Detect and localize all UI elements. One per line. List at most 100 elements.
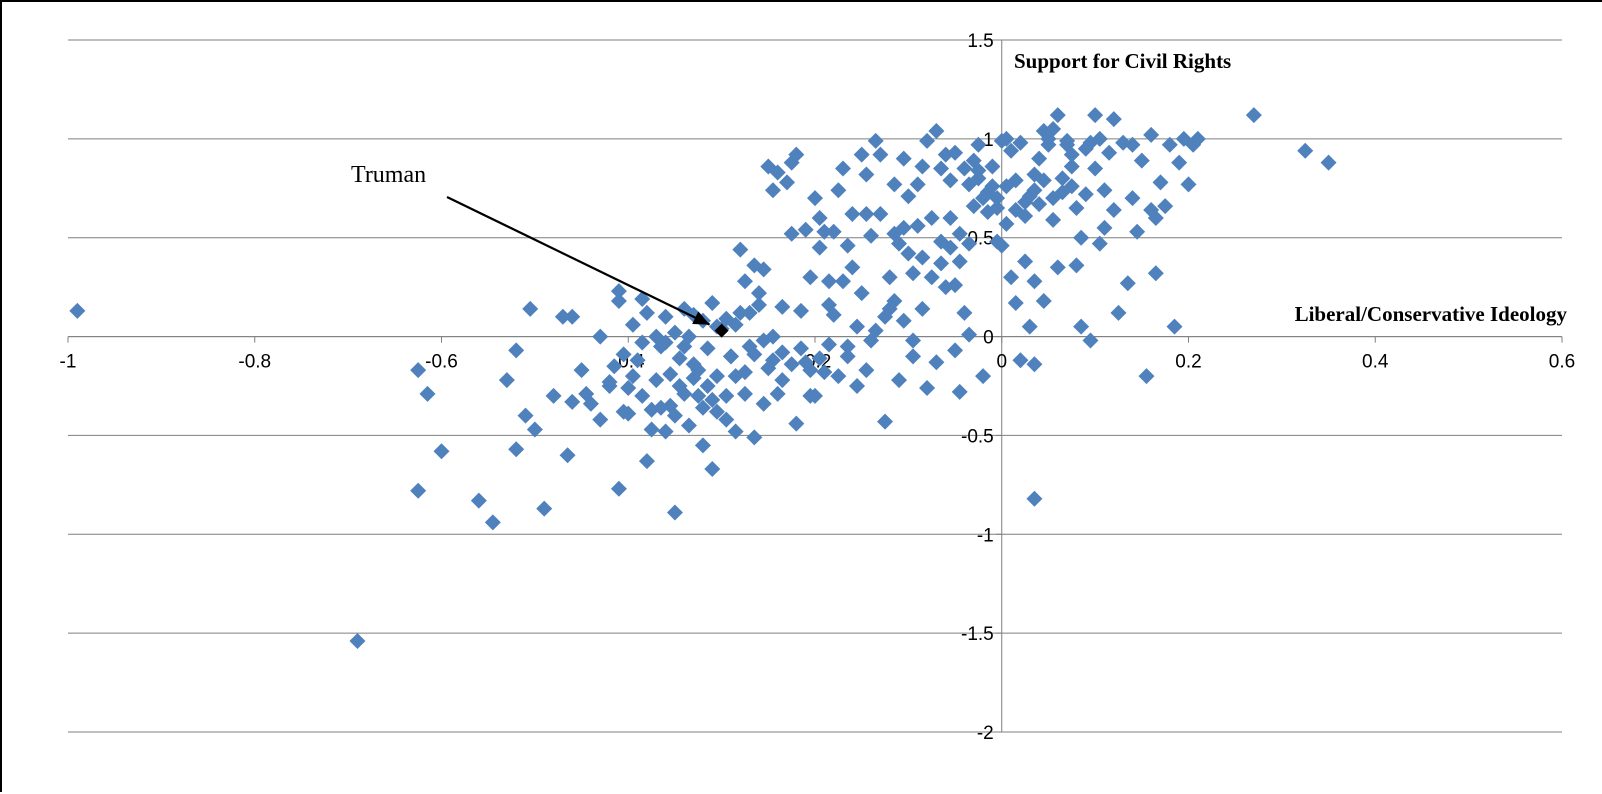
data-point — [410, 482, 427, 499]
data-point — [863, 227, 880, 244]
data-point — [755, 395, 772, 412]
y-tick-label: -1.5 — [961, 624, 994, 645]
data-point — [708, 368, 725, 385]
data-point — [704, 294, 721, 311]
data-point — [774, 372, 791, 389]
data-point — [1003, 142, 1020, 159]
data-point — [909, 176, 926, 193]
data-point — [937, 279, 954, 296]
data-point — [746, 346, 763, 363]
data-point — [909, 217, 926, 234]
axes — [68, 40, 1562, 732]
data-point — [1147, 265, 1164, 282]
data-point — [657, 308, 674, 325]
data-point — [928, 122, 945, 139]
data-point — [886, 292, 903, 309]
data-point — [1017, 194, 1034, 211]
data-point — [769, 385, 786, 402]
data-point — [564, 393, 581, 410]
data-points — [69, 107, 1337, 650]
data-point — [1068, 200, 1085, 217]
gridlines — [68, 39, 1562, 733]
data-point — [919, 379, 936, 396]
data-point — [1082, 332, 1099, 349]
data-point — [615, 346, 632, 363]
data-point — [1007, 294, 1024, 311]
data-point — [933, 160, 950, 177]
data-point — [792, 302, 809, 319]
data-point — [624, 316, 641, 333]
data-point — [526, 421, 543, 438]
data-point — [708, 403, 725, 420]
data-point — [699, 378, 716, 394]
data-point — [914, 158, 931, 175]
data-point — [736, 385, 753, 402]
data-point — [685, 370, 702, 387]
data-point — [1003, 269, 1020, 286]
data-point — [1045, 211, 1062, 228]
data-point — [554, 308, 571, 325]
data-point — [1035, 292, 1052, 309]
data-point — [811, 350, 828, 367]
data-point — [821, 273, 838, 290]
data-point — [947, 342, 964, 359]
data-point — [816, 223, 833, 240]
data-point — [746, 257, 763, 274]
data-point — [666, 407, 683, 424]
data-point — [694, 437, 711, 454]
data-point — [1017, 253, 1034, 270]
data-point — [961, 326, 978, 343]
data-point — [839, 237, 856, 254]
data-point — [1045, 190, 1062, 207]
data-point — [956, 304, 973, 321]
data-point — [741, 304, 758, 321]
data-point — [895, 219, 912, 236]
data-point — [900, 188, 917, 205]
data-point — [905, 332, 922, 349]
data-point — [410, 362, 427, 379]
data-point — [853, 146, 870, 163]
data-point — [508, 342, 525, 359]
data-point — [807, 387, 823, 404]
data-point — [774, 298, 791, 315]
x-tick-label: 0 — [996, 352, 1007, 373]
data-point — [807, 190, 823, 207]
data-point — [1297, 142, 1314, 159]
data-point — [914, 249, 931, 266]
data-point — [1180, 176, 1197, 193]
data-point — [1133, 152, 1150, 169]
data-point — [638, 304, 655, 321]
data-point — [993, 237, 1010, 254]
data-point — [942, 209, 959, 226]
data-point — [849, 378, 866, 394]
data-point — [947, 144, 964, 161]
data-point — [830, 182, 847, 199]
data-point — [895, 150, 912, 167]
data-point — [774, 344, 791, 361]
data-point — [634, 334, 651, 351]
y-tick-label: -2 — [977, 723, 994, 744]
data-point — [1073, 318, 1090, 335]
data-point — [1035, 122, 1052, 139]
data-point — [536, 500, 553, 517]
y-tick-label: 1.5 — [967, 31, 993, 52]
y-tick-label: 0 — [983, 328, 994, 349]
data-point — [928, 354, 945, 371]
data-point — [736, 273, 753, 290]
data-point — [592, 411, 609, 428]
data-point — [1152, 174, 1169, 191]
data-point — [1077, 186, 1094, 203]
x-axis-title: Liberal/Conservative Ideology — [1295, 302, 1568, 326]
data-point — [951, 253, 968, 270]
data-point — [844, 205, 861, 222]
data-point — [634, 387, 651, 404]
data-point — [662, 366, 679, 383]
truman-point — [714, 323, 729, 338]
data-point — [858, 166, 875, 183]
data-point — [989, 190, 1006, 207]
x-tick-label: -0.6 — [425, 352, 458, 373]
data-point — [1138, 368, 1155, 385]
data-point — [989, 200, 1006, 217]
